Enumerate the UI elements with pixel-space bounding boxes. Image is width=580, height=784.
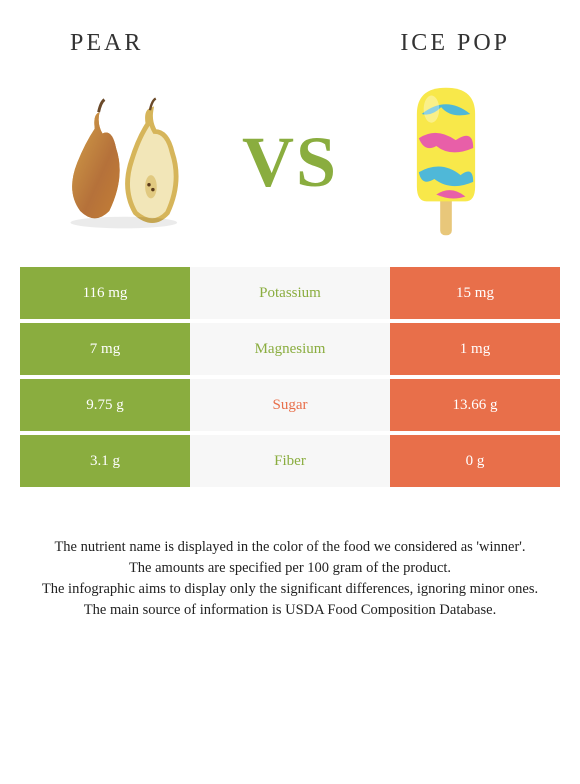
right-value-cell: 15 mg — [390, 267, 560, 319]
icepop-image — [366, 82, 526, 242]
nutrient-label-cell: Magnesium — [190, 323, 390, 375]
left-value-cell: 9.75 g — [20, 379, 190, 431]
footer-line: The main source of information is USDA F… — [30, 600, 550, 621]
nutrient-row: 7 mgMagnesium1 mg — [20, 323, 560, 375]
right-value-cell: 1 mg — [390, 323, 560, 375]
images-row: VS — [0, 67, 580, 267]
nutrient-label-cell: Sugar — [190, 379, 390, 431]
vs-label: VS — [242, 121, 338, 204]
nutrient-label-cell: Potassium — [190, 267, 390, 319]
nutrient-row: 9.75 gSugar13.66 g — [20, 379, 560, 431]
icepop-icon — [386, 80, 506, 245]
left-value-cell: 7 mg — [20, 323, 190, 375]
right-value-cell: 13.66 g — [390, 379, 560, 431]
pear-icon — [56, 85, 211, 240]
footer-line: The infographic aims to display only the… — [30, 579, 550, 600]
nutrient-row: 116 mgPotassium15 mg — [20, 267, 560, 319]
nutrient-table: 116 mgPotassium15 mg7 mgMagnesium1 mg9.7… — [20, 267, 560, 487]
left-value-cell: 3.1 g — [20, 435, 190, 487]
right-food-title: Ice pop — [400, 30, 510, 57]
header-row: Pear Ice pop — [0, 0, 580, 67]
right-value-cell: 0 g — [390, 435, 560, 487]
nutrient-row: 3.1 gFiber0 g — [20, 435, 560, 487]
pear-image — [54, 82, 214, 242]
nutrient-label-cell: Fiber — [190, 435, 390, 487]
left-food-title: Pear — [70, 30, 143, 57]
footer-line: The nutrient name is displayed in the co… — [30, 537, 550, 558]
footer-notes: The nutrient name is displayed in the co… — [0, 537, 580, 621]
left-value-cell: 116 mg — [20, 267, 190, 319]
footer-line: The amounts are specified per 100 gram o… — [30, 558, 550, 579]
